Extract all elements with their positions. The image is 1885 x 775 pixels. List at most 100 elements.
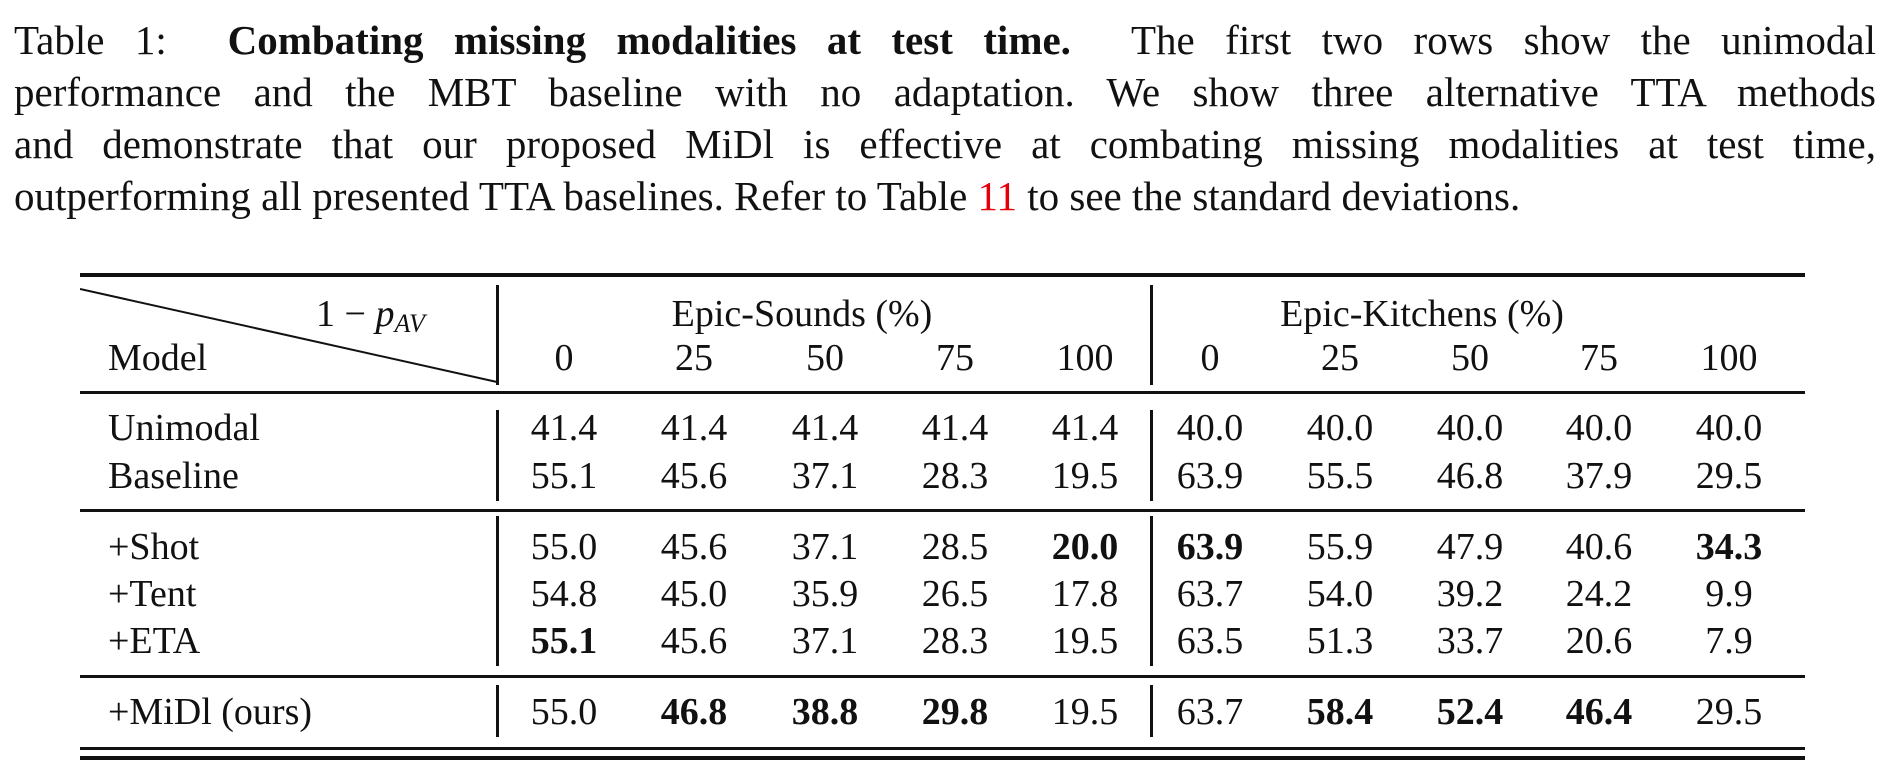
table-cell-accuracy: 63.7 <box>1176 691 1244 733</box>
table-cell-accuracy: 63.9 <box>1176 455 1244 497</box>
table-cell-accuracy: 45.6 <box>660 455 728 497</box>
table-cell-accuracy: 46.4 <box>1565 691 1633 733</box>
column-header-missing-rate: 25 <box>675 337 713 379</box>
table-cell-accuracy: 51.3 <box>1306 620 1374 662</box>
table-cell-accuracy: 40.0 <box>1176 407 1244 449</box>
table-cell-accuracy: 34.3 <box>1695 526 1763 568</box>
table-cell-accuracy: 19.5 <box>1051 455 1119 497</box>
table-cell-accuracy: 39.2 <box>1436 573 1504 615</box>
table-row-model-name: +Shot <box>108 526 200 568</box>
table-cell-accuracy: 55.0 <box>530 691 598 733</box>
table-cell-accuracy: 54.0 <box>1306 573 1374 615</box>
caption-line1-rest: The first two rows show the unimodal <box>1131 17 1877 63</box>
table-cell-accuracy: 55.9 <box>1306 526 1374 568</box>
table-cell-accuracy: 41.4 <box>921 407 989 449</box>
table-cell-accuracy: 41.4 <box>791 407 859 449</box>
table-reference-link[interactable]: 11 <box>977 173 1018 219</box>
table-cell-accuracy: 46.8 <box>1436 455 1504 497</box>
model-column-header: Model <box>108 337 208 379</box>
column-header-missing-rate: 75 <box>936 337 974 379</box>
table-cell-accuracy: 40.0 <box>1306 407 1374 449</box>
table-cell-accuracy: 41.4 <box>530 407 598 449</box>
table-row-model-name: +MiDl (ours) <box>108 691 313 733</box>
table-cell-accuracy: 54.8 <box>530 573 598 615</box>
caption-line4-post: to see the standard deviations. <box>1027 173 1521 219</box>
table-cell-accuracy: 7.9 <box>1705 620 1753 662</box>
table-cell-accuracy: 55.1 <box>530 620 598 662</box>
table-cell-accuracy: 37.1 <box>791 526 859 568</box>
table-cell-accuracy: 55.1 <box>530 455 598 497</box>
table-cell-accuracy: 63.5 <box>1176 620 1244 662</box>
column-header-missing-rate: 0 <box>554 337 574 379</box>
table-cell-accuracy: 17.8 <box>1051 573 1119 615</box>
caption-title: Combating missing modalities at test tim… <box>227 17 1071 63</box>
diagonal-header-line <box>80 288 498 383</box>
table-cell-accuracy: 45.6 <box>660 620 728 662</box>
table-cell-accuracy: 40.0 <box>1436 407 1504 449</box>
table-row-model-name: +ETA <box>108 620 201 662</box>
table-cell-accuracy: 28.3 <box>921 455 989 497</box>
table-cell-accuracy: 47.9 <box>1436 526 1504 568</box>
missing-rate-sub: AV <box>394 309 425 338</box>
column-header-missing-rate: 100 <box>1700 337 1758 379</box>
column-header-missing-rate: 25 <box>1321 337 1359 379</box>
model-column-separator <box>496 410 499 501</box>
table-cell-accuracy: 9.9 <box>1705 573 1753 615</box>
table-cell-accuracy: 28.5 <box>921 526 989 568</box>
column-header-missing-rate: 100 <box>1056 337 1114 379</box>
table-cell-accuracy: 19.5 <box>1051 691 1119 733</box>
table-row-model-name: Baseline <box>108 455 239 497</box>
model-column-separator <box>496 685 499 737</box>
column-header-missing-rate: 0 <box>1200 337 1220 379</box>
table-row-model-name: +Tent <box>108 573 197 615</box>
table-cell-accuracy: 19.5 <box>1051 620 1119 662</box>
model-column-separator <box>496 285 499 385</box>
caption-line-1: Table 1: Combating missing modalities at… <box>14 14 1876 66</box>
table-cell-accuracy: 45.0 <box>660 573 728 615</box>
table-cell-accuracy: 20.0 <box>1051 526 1119 568</box>
caption-line-3: and demonstrate that our proposed MiDl i… <box>14 121 1876 167</box>
model-column-separator <box>496 516 499 666</box>
table-top-rule <box>80 273 1805 277</box>
table-cell-accuracy: 28.3 <box>921 620 989 662</box>
table-cell-accuracy: 24.2 <box>1565 573 1633 615</box>
table-cell-accuracy: 55.0 <box>530 526 598 568</box>
table-cell-accuracy: 45.6 <box>660 526 728 568</box>
table-cell-accuracy: 29.5 <box>1695 455 1763 497</box>
missing-rate-var: p <box>375 293 395 335</box>
table-cell-accuracy: 63.9 <box>1176 526 1244 568</box>
table-cell-accuracy: 29.8 <box>921 691 989 733</box>
table-cell-accuracy: 37.1 <box>791 455 859 497</box>
table-row-model-name: Unimodal <box>108 407 260 449</box>
table-cell-accuracy: 40.0 <box>1695 407 1763 449</box>
table-cell-accuracy: 46.8 <box>660 691 728 733</box>
table-cell-accuracy: 41.4 <box>660 407 728 449</box>
epic-sounds-group-header: Epic-Sounds (%) <box>671 293 933 335</box>
table-caption: Table 1: Combating missing modalities at… <box>14 14 1876 222</box>
results-table: 1 − pAV Model Epic-Sounds (%) Epic-Kitch… <box>80 273 1805 763</box>
table-cell-accuracy: 41.4 <box>1051 407 1119 449</box>
table-cell-accuracy: 29.5 <box>1695 691 1763 733</box>
table-cell-accuracy: 63.7 <box>1176 573 1244 615</box>
missing-rate-header: 1 − pAV <box>316 291 425 347</box>
table-cell-accuracy: 38.8 <box>791 691 859 733</box>
table-group-rule-1 <box>80 509 1805 512</box>
table-header-rule <box>80 391 1805 394</box>
table-cell-accuracy: 33.7 <box>1436 620 1504 662</box>
table-cell-accuracy: 26.5 <box>921 573 989 615</box>
table-cell-accuracy: 52.4 <box>1436 691 1504 733</box>
dataset-column-separator <box>1150 410 1153 501</box>
caption-prefix: Table 1: <box>14 17 167 63</box>
table-cell-accuracy: 55.5 <box>1306 455 1374 497</box>
column-header-missing-rate: 50 <box>806 337 844 379</box>
table-bottom-rule-2 <box>80 756 1805 760</box>
dataset-column-separator <box>1150 285 1153 385</box>
epic-kitchens-group-header: Epic-Kitchens (%) <box>1280 293 1564 335</box>
table-cell-accuracy: 37.1 <box>791 620 859 662</box>
dataset-column-separator <box>1150 685 1153 737</box>
table-cell-accuracy: 40.0 <box>1565 407 1633 449</box>
table-cell-accuracy: 37.9 <box>1565 455 1633 497</box>
caption-line-4: outperforming all presented TTA baseline… <box>14 170 1876 222</box>
table-bottom-rule-1 <box>80 747 1805 750</box>
table-cell-accuracy: 35.9 <box>791 573 859 615</box>
